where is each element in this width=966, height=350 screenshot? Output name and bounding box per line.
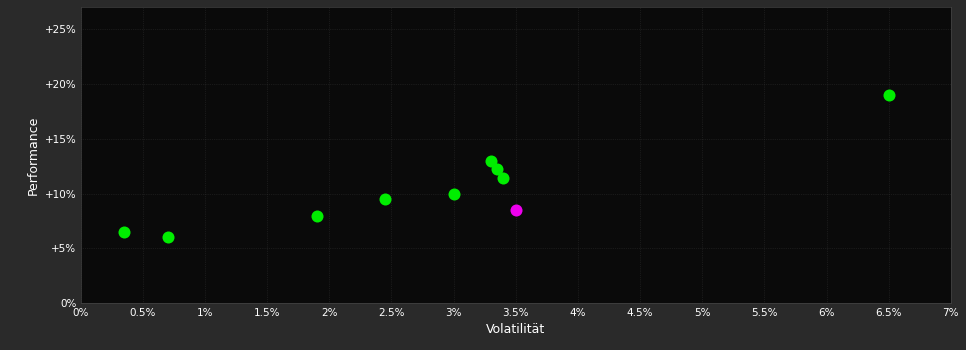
Point	[496, 175, 511, 181]
Point	[160, 234, 176, 240]
Point	[378, 196, 393, 202]
Point	[483, 158, 498, 163]
Point	[490, 167, 505, 172]
Point	[309, 213, 325, 218]
Point	[881, 92, 896, 98]
Y-axis label: Performance: Performance	[26, 116, 40, 195]
Point	[508, 207, 524, 213]
Point	[117, 229, 132, 235]
Point	[446, 191, 462, 196]
X-axis label: Volatilität: Volatilität	[486, 323, 546, 336]
